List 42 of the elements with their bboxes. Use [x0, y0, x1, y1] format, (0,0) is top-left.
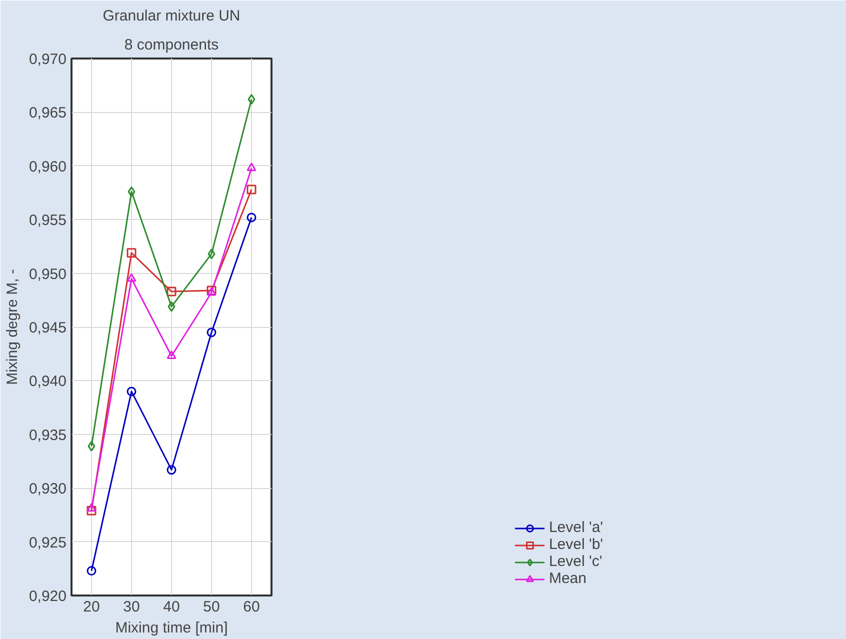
point [126, 386, 136, 396]
legend-label: Mean [548, 570, 586, 587]
legend-label: Level 'a' [548, 519, 604, 536]
chart-subtitle: 8 components [124, 36, 219, 54]
y-tick-label: 0,950 [28, 266, 67, 283]
point [208, 248, 216, 260]
point [246, 212, 256, 222]
y-tick-label: 0,930 [28, 480, 67, 498]
y-tick-label: 0,925 [28, 534, 67, 552]
x-tick-label: 60 [243, 598, 260, 616]
point [246, 162, 256, 172]
x-tick-label: 20 [83, 598, 100, 616]
point [88, 440, 96, 452]
point [248, 94, 256, 105]
point [166, 286, 176, 296]
y-axis-title: Mixing degre M, - [4, 269, 21, 385]
point [86, 503, 96, 512]
y-tick-label: 0,940 [28, 373, 67, 390]
y-tick-label: 0,920 [28, 588, 67, 605]
x-tick-label: 50 [203, 598, 220, 616]
legend-label: Level 'c' [548, 553, 602, 570]
point [206, 328, 216, 338]
point [86, 566, 96, 576]
y-tick-label: 0,955 [28, 212, 67, 230]
point [246, 184, 256, 194]
y-tick-label: 0,960 [28, 158, 67, 176]
point [166, 465, 176, 475]
y-tick-label: 0,935 [28, 426, 67, 444]
legend-label: Level 'b' [548, 536, 604, 553]
chart-title: Granular mixture UN [102, 8, 240, 24]
y-tick-label: 0,965 [28, 104, 67, 122]
x-axis-title: Mixing time [min] [115, 620, 228, 636]
point [126, 273, 136, 282]
x-tick-label: 40 [163, 598, 180, 616]
point [128, 186, 136, 197]
y-tick-label: 0,945 [28, 320, 67, 336]
point [86, 506, 96, 516]
point [168, 301, 176, 312]
point [166, 350, 176, 360]
point [126, 248, 136, 258]
y-tick-label: 0,970 [28, 51, 67, 68]
x-tick-label: 30 [123, 598, 140, 616]
